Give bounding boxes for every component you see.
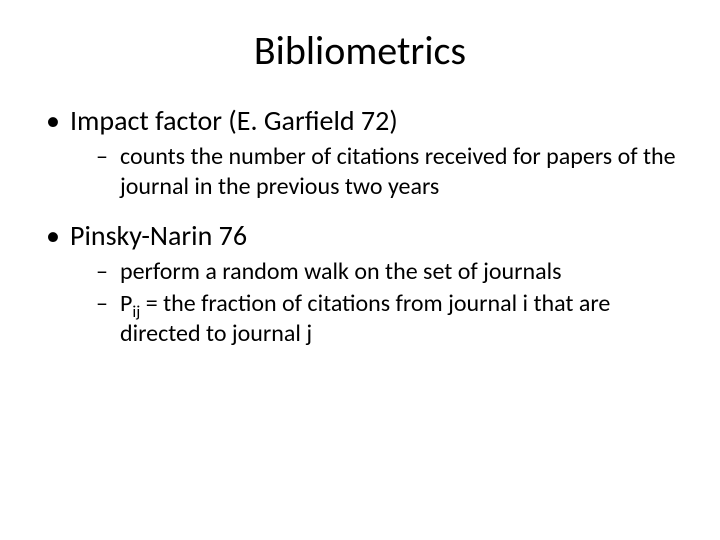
bullet-text-suffix: = the fraction of citations from journal… <box>120 289 610 348</box>
list-item: Pij = the fraction of citations from jou… <box>96 289 680 349</box>
bullet-list-level2: perform a random walk on the set of jour… <box>70 257 680 349</box>
list-item: Pinsky-Narin 76 perform a random walk on… <box>40 218 680 349</box>
bullet-text: Impact factor (E. Garfield 72) <box>70 103 398 138</box>
bullet-text: counts the number of citations received … <box>120 142 676 201</box>
list-item: counts the number of citations received … <box>96 142 680 202</box>
bullet-text: Pinsky-Narin 76 <box>70 218 247 253</box>
list-item: Impact factor (E. Garfield 72) counts th… <box>40 103 680 202</box>
bullet-list-level1: Impact factor (E. Garfield 72) counts th… <box>40 103 680 349</box>
bullet-list-level2: counts the number of citations received … <box>70 142 680 202</box>
slide-title: Bibliometrics <box>40 26 680 75</box>
bullet-text: perform a random walk on the set of jour… <box>120 257 562 286</box>
list-item: perform a random walk on the set of jour… <box>96 257 680 287</box>
bullet-text-prefix: P <box>120 289 132 318</box>
slide: Bibliometrics Impact factor (E. Garfield… <box>0 0 720 540</box>
